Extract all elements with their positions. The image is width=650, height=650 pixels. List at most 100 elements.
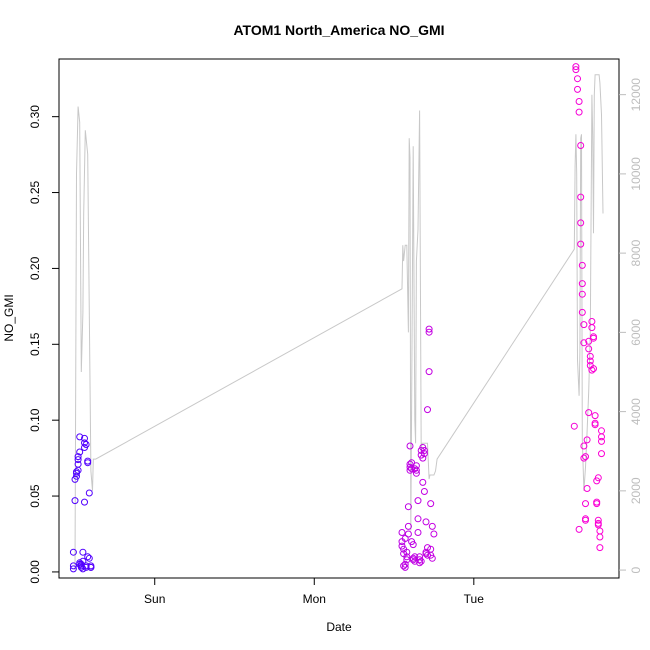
data-point [578, 261, 586, 269]
data-point [591, 412, 599, 420]
data-point [428, 554, 436, 562]
data-point [81, 439, 88, 447]
y2-tick-label: 12000 [629, 78, 643, 112]
data-point [594, 516, 602, 524]
y2-tick-label: 8000 [629, 239, 643, 266]
data-point [598, 433, 605, 441]
data-point [574, 85, 581, 93]
data-point [596, 527, 604, 535]
data-point [71, 497, 79, 505]
data-point [412, 462, 420, 470]
data-point [87, 562, 95, 570]
y2-tick-label: 0 [629, 566, 643, 573]
data-point [412, 469, 420, 477]
data-point [598, 437, 605, 445]
data-point [583, 485, 591, 492]
data-point [588, 366, 596, 374]
data-point [582, 515, 589, 523]
data-point [74, 456, 82, 464]
data-point [572, 63, 580, 71]
y2-tick-label: 2000 [629, 477, 643, 504]
x-tick-label: Tue [464, 592, 485, 606]
altitude-group [74, 74, 604, 571]
data-point [401, 563, 409, 571]
data-point [577, 193, 585, 201]
data-point [400, 562, 408, 570]
data-point [577, 219, 585, 227]
data-point [598, 427, 605, 435]
data-point [401, 560, 409, 568]
data-point [69, 562, 77, 570]
data-point [414, 529, 422, 536]
data-point [580, 339, 588, 347]
data-point [427, 500, 435, 508]
x-axis-label: Date [326, 620, 352, 634]
data-point [582, 500, 589, 508]
data-point [82, 562, 90, 570]
data-point [430, 530, 438, 538]
data-point [84, 553, 92, 561]
data-point [422, 518, 430, 526]
x-axis: Sun Mon Tue [144, 578, 484, 606]
data-point [85, 554, 93, 562]
altitude-line [74, 74, 604, 571]
data-point [79, 548, 87, 556]
y-axis: 0.00 0.05 0.10 0.15 0.20 0.25 0.30 [28, 105, 59, 584]
data-point [420, 488, 428, 495]
data-point [403, 553, 411, 561]
data-point [406, 463, 414, 471]
chart-title: ATOM1 North_America NO_GMI [233, 22, 444, 38]
data-point [79, 557, 87, 565]
data-point [419, 454, 427, 462]
data-point [398, 529, 406, 536]
y-tick-label: 0.15 [28, 332, 42, 356]
data-point [577, 142, 585, 149]
data-point [76, 433, 84, 441]
y-tick-label: 0.05 [28, 484, 42, 508]
data-point [424, 551, 431, 559]
y-tick-label: 0.25 [28, 180, 42, 204]
data-point [585, 409, 593, 417]
data-point [424, 406, 431, 414]
data-point [416, 556, 424, 564]
data-point [575, 525, 583, 533]
data-point [81, 498, 88, 506]
data-point [404, 503, 412, 511]
data-point [586, 357, 594, 365]
data-point [580, 442, 588, 450]
data-point [82, 441, 90, 448]
data-point [425, 368, 433, 376]
data-point [401, 535, 409, 542]
data-point [414, 497, 422, 505]
data-point [416, 553, 424, 561]
data-point [593, 500, 601, 508]
data-point [409, 541, 417, 549]
data-point [574, 75, 581, 83]
data-point [582, 453, 589, 461]
y2-tick-label: 4000 [629, 398, 643, 425]
data-point [578, 308, 586, 316]
data-point [591, 421, 599, 429]
plot-frame [58, 58, 620, 579]
y-tick-label: 0.30 [28, 105, 42, 129]
data-point [414, 515, 422, 523]
data-point [572, 66, 580, 74]
y-axis-label: NO_GMI [2, 294, 16, 341]
data-point [596, 533, 604, 541]
data-point [594, 474, 602, 482]
data-point [73, 468, 80, 476]
data-point [575, 108, 583, 116]
data-point [420, 447, 428, 454]
data-point [596, 544, 604, 552]
data-point [76, 448, 84, 456]
data-point [403, 548, 411, 556]
data-point [590, 365, 597, 373]
x-tick-label: Sun [144, 592, 165, 606]
y2-tick-label: 10000 [629, 157, 643, 191]
data-point [84, 457, 92, 465]
data-point [425, 328, 433, 336]
data-point [406, 442, 414, 450]
data-point [428, 522, 436, 530]
data-point [578, 280, 586, 288]
